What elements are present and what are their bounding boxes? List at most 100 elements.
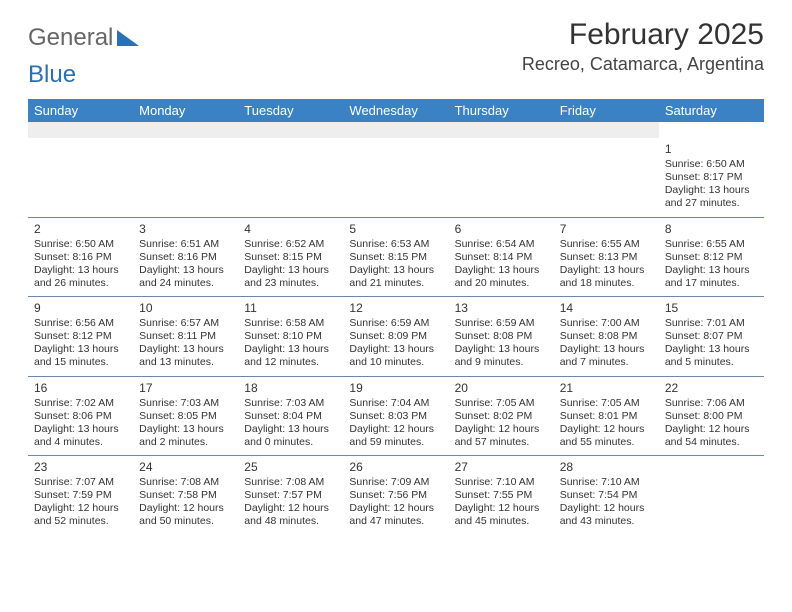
- day-cell: 17Sunrise: 7:03 AMSunset: 8:05 PMDayligh…: [133, 377, 238, 456]
- day-cell: 26Sunrise: 7:09 AMSunset: 7:56 PMDayligh…: [343, 456, 448, 535]
- sunset-line: Sunset: 8:17 PM: [665, 171, 758, 184]
- empty-cell: [554, 138, 659, 217]
- day-cell: 14Sunrise: 7:00 AMSunset: 8:08 PMDayligh…: [554, 297, 659, 376]
- day-number: 20: [455, 381, 548, 396]
- daylight-line: Daylight: 13 hours and 4 minutes.: [34, 423, 127, 449]
- sunrise-line: Sunrise: 6:53 AM: [349, 238, 442, 251]
- weekday-header: Sunday Monday Tuesday Wednesday Thursday…: [28, 99, 764, 122]
- day-cell: 4Sunrise: 6:52 AMSunset: 8:15 PMDaylight…: [238, 218, 343, 297]
- sunset-line: Sunset: 8:00 PM: [665, 410, 758, 423]
- daylight-line: Daylight: 13 hours and 5 minutes.: [665, 343, 758, 369]
- day-cell: 22Sunrise: 7:06 AMSunset: 8:00 PMDayligh…: [659, 377, 764, 456]
- daylight-line: Daylight: 13 hours and 26 minutes.: [34, 264, 127, 290]
- sunset-line: Sunset: 7:58 PM: [139, 489, 232, 502]
- day-cell: 9Sunrise: 6:56 AMSunset: 8:12 PMDaylight…: [28, 297, 133, 376]
- daylight-line: Daylight: 12 hours and 43 minutes.: [560, 502, 653, 528]
- day-number: 25: [244, 460, 337, 475]
- brand-logo: General: [28, 18, 139, 52]
- day-number: 22: [665, 381, 758, 396]
- title-block: February 2025 Recreo, Catamarca, Argenti…: [522, 18, 764, 75]
- sunrise-line: Sunrise: 6:55 AM: [665, 238, 758, 251]
- sunset-line: Sunset: 8:09 PM: [349, 330, 442, 343]
- day-number: 7: [560, 222, 653, 237]
- empty-cell: [28, 138, 133, 217]
- daylight-line: Daylight: 13 hours and 24 minutes.: [139, 264, 232, 290]
- day-cell: 28Sunrise: 7:10 AMSunset: 7:54 PMDayligh…: [554, 456, 659, 535]
- day-cell: 8Sunrise: 6:55 AMSunset: 8:12 PMDaylight…: [659, 218, 764, 297]
- calendar-grid: Sunday Monday Tuesday Wednesday Thursday…: [28, 99, 764, 535]
- sunrise-line: Sunrise: 6:54 AM: [455, 238, 548, 251]
- day-number: 11: [244, 301, 337, 316]
- day-number: 8: [665, 222, 758, 237]
- day-cell: 12Sunrise: 6:59 AMSunset: 8:09 PMDayligh…: [343, 297, 448, 376]
- week-row: 16Sunrise: 7:02 AMSunset: 8:06 PMDayligh…: [28, 376, 764, 456]
- location-text: Recreo, Catamarca, Argentina: [522, 54, 764, 75]
- daylight-line: Daylight: 13 hours and 0 minutes.: [244, 423, 337, 449]
- sunset-line: Sunset: 7:59 PM: [34, 489, 127, 502]
- weekday-thu: Thursday: [449, 99, 554, 122]
- day-number: 17: [139, 381, 232, 396]
- empty-cell: [238, 138, 343, 217]
- day-number: 6: [455, 222, 548, 237]
- sunrise-line: Sunrise: 7:07 AM: [34, 476, 127, 489]
- weekday-wed: Wednesday: [343, 99, 448, 122]
- day-cell: 2Sunrise: 6:50 AMSunset: 8:16 PMDaylight…: [28, 218, 133, 297]
- sunset-line: Sunset: 8:05 PM: [139, 410, 232, 423]
- sunset-line: Sunset: 8:13 PM: [560, 251, 653, 264]
- weekday-sat: Saturday: [659, 99, 764, 122]
- sunrise-line: Sunrise: 7:00 AM: [560, 317, 653, 330]
- sunrise-line: Sunrise: 7:10 AM: [455, 476, 548, 489]
- sunset-line: Sunset: 8:06 PM: [34, 410, 127, 423]
- sunrise-line: Sunrise: 7:09 AM: [349, 476, 442, 489]
- day-cell: 10Sunrise: 6:57 AMSunset: 8:11 PMDayligh…: [133, 297, 238, 376]
- week-1-blank-strip: [28, 122, 764, 138]
- day-cell: 13Sunrise: 6:59 AMSunset: 8:08 PMDayligh…: [449, 297, 554, 376]
- day-number: 23: [34, 460, 127, 475]
- logo-sail-icon: [117, 30, 139, 46]
- day-number: 28: [560, 460, 653, 475]
- daylight-line: Daylight: 13 hours and 15 minutes.: [34, 343, 127, 369]
- sunrise-line: Sunrise: 6:55 AM: [560, 238, 653, 251]
- daylight-line: Daylight: 13 hours and 10 minutes.: [349, 343, 442, 369]
- sunrise-line: Sunrise: 6:52 AM: [244, 238, 337, 251]
- logo-text-blue: Blue: [28, 61, 76, 88]
- day-cell: 23Sunrise: 7:07 AMSunset: 7:59 PMDayligh…: [28, 456, 133, 535]
- sunset-line: Sunset: 8:15 PM: [244, 251, 337, 264]
- daylight-line: Daylight: 12 hours and 59 minutes.: [349, 423, 442, 449]
- daylight-line: Daylight: 13 hours and 17 minutes.: [665, 264, 758, 290]
- day-cell: 5Sunrise: 6:53 AMSunset: 8:15 PMDaylight…: [343, 218, 448, 297]
- daylight-line: Daylight: 13 hours and 23 minutes.: [244, 264, 337, 290]
- sunset-line: Sunset: 8:12 PM: [665, 251, 758, 264]
- day-number: 12: [349, 301, 442, 316]
- calendar-page: General February 2025 Recreo, Catamarca,…: [0, 0, 792, 555]
- sunset-line: Sunset: 8:10 PM: [244, 330, 337, 343]
- day-cell: 25Sunrise: 7:08 AMSunset: 7:57 PMDayligh…: [238, 456, 343, 535]
- sunset-line: Sunset: 8:14 PM: [455, 251, 548, 264]
- daylight-line: Daylight: 13 hours and 20 minutes.: [455, 264, 548, 290]
- daylight-line: Daylight: 12 hours and 45 minutes.: [455, 502, 548, 528]
- day-number: 10: [139, 301, 232, 316]
- day-cell: 24Sunrise: 7:08 AMSunset: 7:58 PMDayligh…: [133, 456, 238, 535]
- weekday-fri: Friday: [554, 99, 659, 122]
- sunrise-line: Sunrise: 7:10 AM: [560, 476, 653, 489]
- sunset-line: Sunset: 7:56 PM: [349, 489, 442, 502]
- daylight-line: Daylight: 13 hours and 18 minutes.: [560, 264, 653, 290]
- day-cell: 11Sunrise: 6:58 AMSunset: 8:10 PMDayligh…: [238, 297, 343, 376]
- sunrise-line: Sunrise: 6:59 AM: [455, 317, 548, 330]
- daylight-line: Daylight: 13 hours and 21 minutes.: [349, 264, 442, 290]
- day-number: 14: [560, 301, 653, 316]
- sunset-line: Sunset: 8:16 PM: [139, 251, 232, 264]
- sunset-line: Sunset: 8:08 PM: [560, 330, 653, 343]
- day-number: 26: [349, 460, 442, 475]
- sunrise-line: Sunrise: 6:51 AM: [139, 238, 232, 251]
- day-cell: 7Sunrise: 6:55 AMSunset: 8:13 PMDaylight…: [554, 218, 659, 297]
- day-number: 1: [665, 142, 758, 157]
- daylight-line: Daylight: 13 hours and 27 minutes.: [665, 184, 758, 210]
- day-number: 5: [349, 222, 442, 237]
- empty-cell: [449, 138, 554, 217]
- sunset-line: Sunset: 8:01 PM: [560, 410, 653, 423]
- day-cell: 21Sunrise: 7:05 AMSunset: 8:01 PMDayligh…: [554, 377, 659, 456]
- weekday-tue: Tuesday: [238, 99, 343, 122]
- sunrise-line: Sunrise: 6:58 AM: [244, 317, 337, 330]
- day-cell: 1Sunrise: 6:50 AMSunset: 8:17 PMDaylight…: [659, 138, 764, 217]
